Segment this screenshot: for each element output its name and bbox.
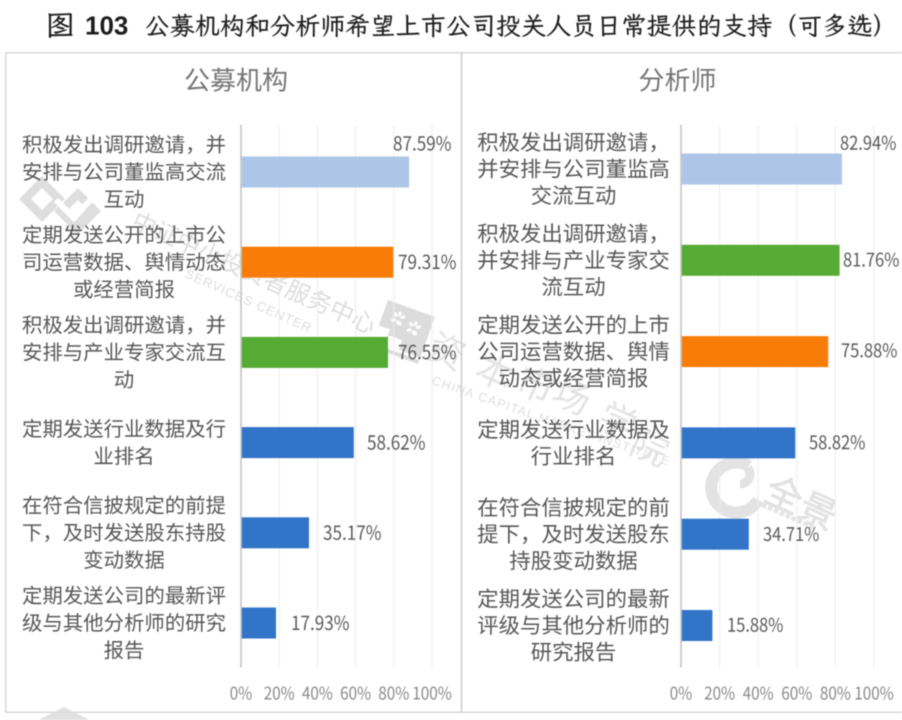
svg-text:103: 103 [85, 11, 128, 41]
